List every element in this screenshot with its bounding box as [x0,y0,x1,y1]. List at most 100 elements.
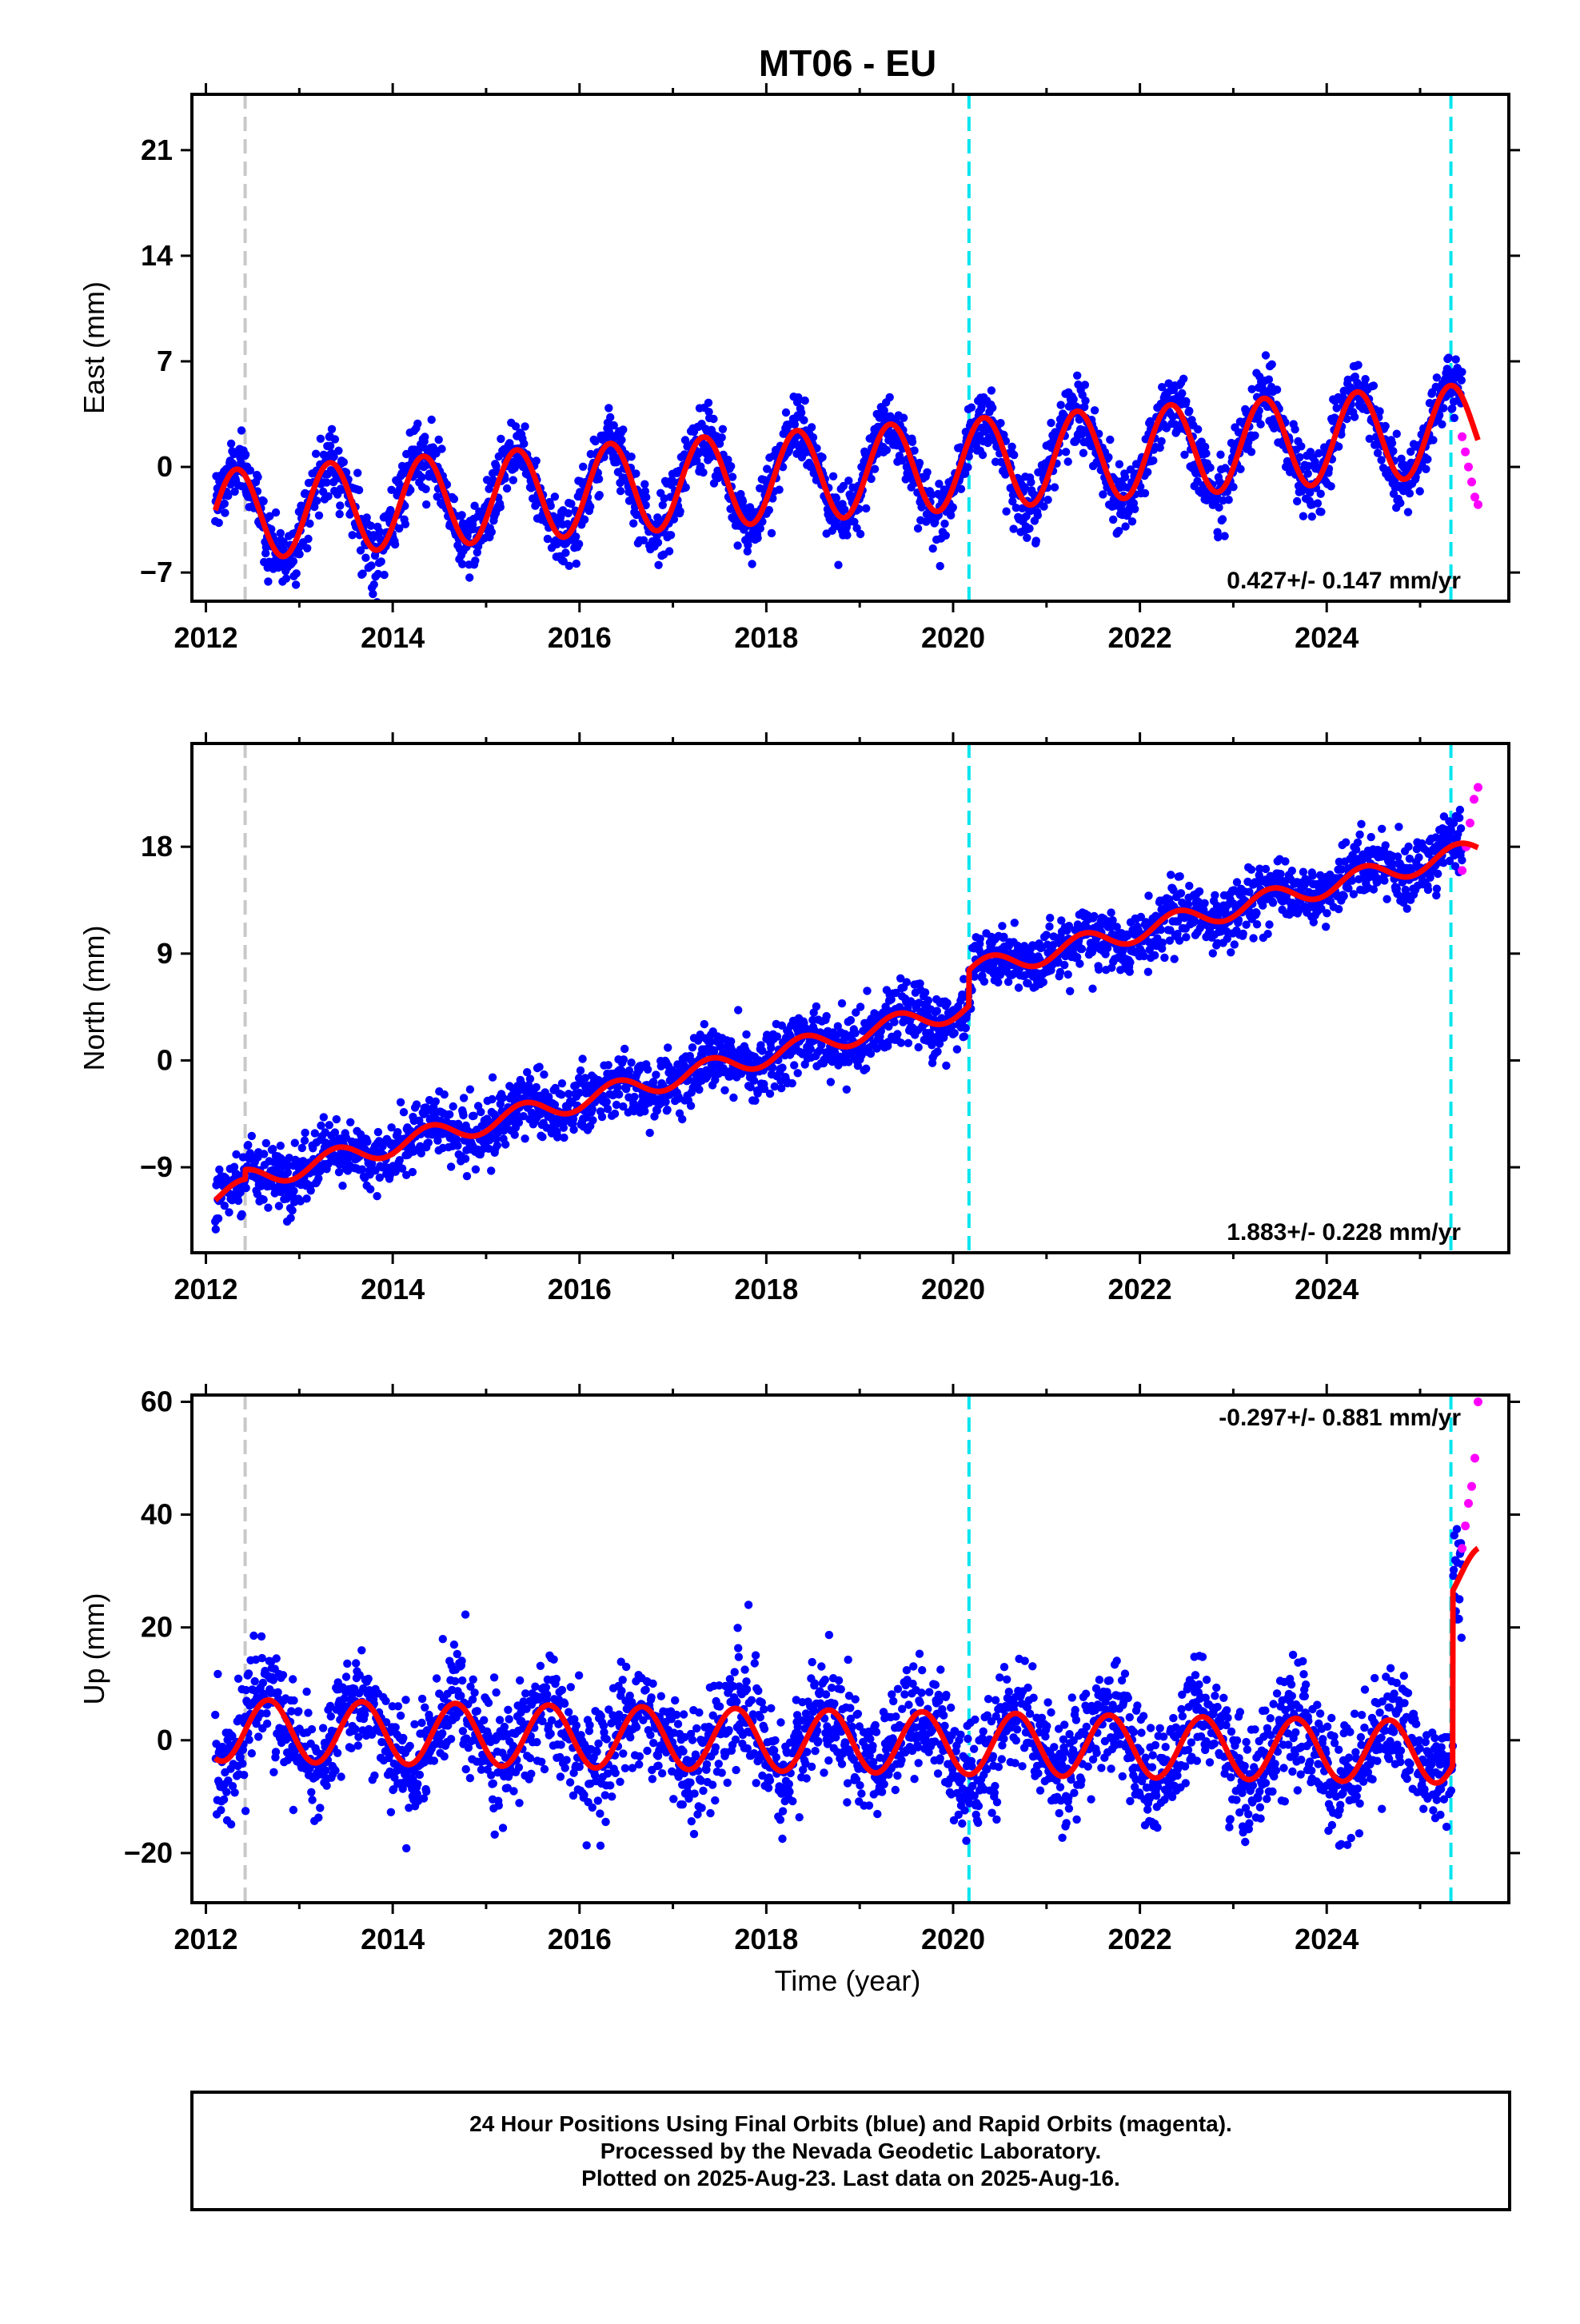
data-point-final [1268,361,1276,369]
data-point-final [751,1097,759,1105]
data-point-final [1445,353,1453,361]
data-point-final [897,1038,905,1046]
data-point-final [413,1100,421,1108]
data-point-final [1308,512,1316,520]
data-point-final [540,1070,548,1078]
data-point-final [998,922,1006,930]
data-point-final [1327,482,1335,490]
data-point-final [980,978,988,986]
data-point-final [960,1032,968,1040]
data-point-final [661,1098,669,1106]
data-point-final [596,491,604,499]
data-point-final [688,1043,696,1051]
data-point-final [742,1030,750,1038]
data-point-final [292,580,300,588]
data-point-rapid [1470,492,1479,501]
data-point-final [904,1039,912,1047]
y-tick-label: 0 [157,1043,173,1076]
data-point-final [862,504,870,512]
data-point-final [1176,872,1184,880]
x-axis-label: Time (year) [775,1964,921,1997]
data-point-final [1047,419,1055,427]
data-point-final [687,1102,695,1110]
data-point-final [1249,934,1257,942]
data-point-final [863,987,871,995]
data-point-final [1252,909,1260,917]
data-point-final [808,423,816,431]
x-tick-label: 2014 [361,621,425,654]
data-point-final [921,988,929,996]
x-tick-label: 2024 [1295,621,1359,654]
data-point-final [654,539,662,547]
data-point-final [654,561,662,569]
data-point-final [1256,421,1264,429]
data-point-final [629,520,637,528]
x-tick-label: 2024 [1295,1273,1359,1306]
data-point-final [1079,449,1087,457]
data-point-final [649,1078,657,1086]
data-point-final [355,486,363,494]
data-point-final [314,1174,322,1182]
data-point-final [1455,814,1463,822]
data-point-final [409,1168,417,1176]
data-point-final [447,1162,455,1170]
data-point-final [286,1214,294,1222]
x-tick-label: 2018 [734,621,798,654]
data-point-final [578,1054,586,1062]
data-point-final [288,1206,296,1214]
data-point-final [328,425,336,433]
data-point-final [331,435,339,443]
data-point-final [214,1214,222,1222]
data-point-final [509,476,517,484]
data-point-final [886,393,894,401]
data-point-final [903,978,911,986]
data-point-final [1450,414,1458,422]
data-point-final [953,1045,961,1053]
data-point-final [606,413,614,421]
data-point-final [748,560,756,568]
data-point-final [1448,405,1456,413]
data-point-final [577,1066,585,1074]
data-point-final [1185,882,1193,890]
data-point-final [1351,413,1359,421]
data-point-final [847,1016,855,1024]
data-point-final [1323,909,1331,917]
data-point-final [421,433,429,440]
data-point-final [422,500,430,508]
data-point-final [551,492,559,500]
data-point-final [617,436,625,444]
data-point-final [400,1108,408,1116]
data-point-final [1352,846,1360,854]
data-point-final [417,473,425,481]
data-point-final [1185,407,1193,415]
y-tick-label: −7 [140,556,173,588]
data-point-final [334,447,342,455]
data-point-final [1452,355,1460,363]
data-point-final [1171,955,1179,963]
data-point-final [1081,397,1089,405]
data-point-final [1064,457,1072,465]
data-point-final [832,494,840,502]
data-point-final [435,436,443,444]
data-point-final [1060,961,1068,969]
data-point-final [1229,483,1237,491]
data-point-final [620,1055,628,1063]
data-point-final [1219,515,1227,523]
data-point-final [259,1195,267,1203]
data-point-final [353,468,361,476]
data-point-final [598,1113,606,1121]
data-point-final [1262,351,1270,359]
data-point-final [338,1182,346,1190]
data-point-final [1382,895,1390,903]
data-point-final [315,512,323,520]
data-point-final [1265,920,1273,928]
data-point-final [282,575,290,583]
data-point-final [1010,451,1018,459]
data-point-final [428,416,436,424]
data-point-final [1429,436,1437,444]
data-point-final [1182,933,1190,941]
data-point-final [1131,505,1139,513]
data-point-final [699,468,707,476]
data-point-final [1370,381,1378,389]
